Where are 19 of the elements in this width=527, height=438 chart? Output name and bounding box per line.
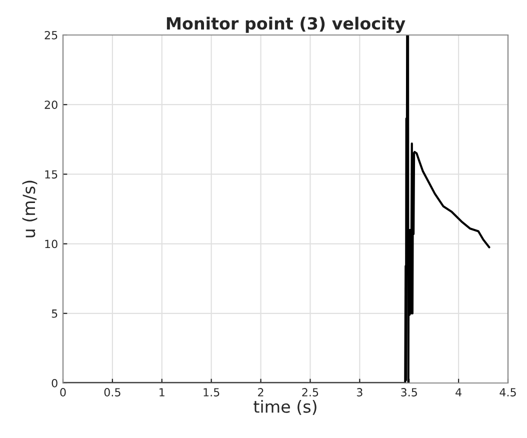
y-tick-label: 20 [44,100,58,109]
x-tick-label: 2.5 [302,388,318,396]
y-tick-label: 0 [52,378,58,388]
x-tick-label: 3.5 [401,388,417,396]
x-tick-label: 4.5 [500,388,516,396]
y-tick-label: 5 [52,310,58,318]
x-tick-label: 1.5 [204,388,220,396]
x-axis-title: time (s) [254,400,316,415]
x-tick-label: 2 [258,388,264,396]
x-tick-label: 4 [456,388,462,396]
chart-title: Monitor point (3) velocity [166,16,406,34]
x-tick-label: 1 [160,388,164,396]
y-tick-label: 15 [45,170,58,179]
y-tick-label: 10 [45,240,58,248]
y-axis-title: u (m/s) [22,180,38,238]
x-tick-label: 3 [356,388,362,396]
x-tick-label: 0.5 [104,388,120,396]
x-tick-label: 0 [60,388,66,396]
y-tick-label: 25 [44,30,58,40]
